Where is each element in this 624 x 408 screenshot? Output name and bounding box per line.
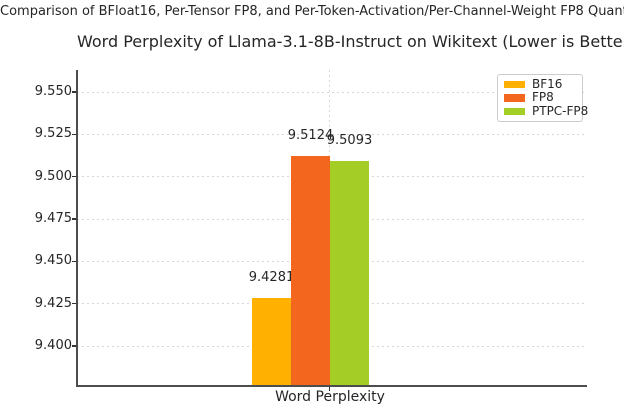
bar-value-label-ptpc-fp8: 9.5093 xyxy=(326,132,373,148)
bar-value-label-fp8: 9.5124 xyxy=(287,127,334,143)
y-tick-mark xyxy=(72,176,76,178)
legend-swatch-fp8 xyxy=(504,94,525,102)
legend-row: FP8 xyxy=(504,91,576,104)
y-tick-mark xyxy=(72,345,76,347)
chart-title: Word Perplexity of Llama-3.1-8B-Instruct… xyxy=(77,32,624,51)
legend: BF16 FP8 PTPC-FP8 xyxy=(497,74,588,122)
y-tick-mark xyxy=(72,91,76,93)
legend-label-fp8: FP8 xyxy=(532,90,554,105)
legend-label-ptpc-fp8: PTPC-FP8 xyxy=(532,103,589,118)
y-tick-mark xyxy=(72,303,76,305)
legend-row: BF16 xyxy=(504,78,576,91)
x-axis-spine xyxy=(76,384,587,387)
bar-fp8 xyxy=(291,155,330,385)
bar-ptpc-fp8 xyxy=(330,160,369,385)
y-tick-label: 9.400 xyxy=(34,338,72,354)
y-tick-mark xyxy=(72,218,76,220)
legend-swatch-ptpc-fp8 xyxy=(504,107,525,116)
bar-bf16 xyxy=(252,298,291,385)
x-axis-label: Word Perplexity xyxy=(275,389,385,405)
y-tick-mark xyxy=(72,260,76,263)
y-tick-label: 9.425 xyxy=(34,295,72,311)
figure-suptitle: Comparison of BFloat16, Per-Tensor FP8, … xyxy=(0,4,624,19)
y-tick-label: 9.475 xyxy=(34,211,72,227)
gridline-y-9.550 xyxy=(77,91,586,93)
gridline-y-9.525 xyxy=(77,133,586,135)
y-tick-label: 9.500 xyxy=(34,168,72,184)
x-tick-mark xyxy=(328,386,331,391)
legend-swatch-bf16 xyxy=(504,80,525,89)
y-tick-mark xyxy=(72,133,76,135)
y-tick-label: 9.450 xyxy=(34,253,72,269)
legend-row: PTPC-FP8 xyxy=(504,104,588,118)
y-tick-label: 9.525 xyxy=(34,126,72,142)
y-axis-spine xyxy=(76,70,78,385)
bar-value-label-bf16: 9.4281 xyxy=(248,270,295,286)
y-tick-label: 9.550 xyxy=(34,84,72,100)
legend-label-bf16: BF16 xyxy=(532,77,563,92)
